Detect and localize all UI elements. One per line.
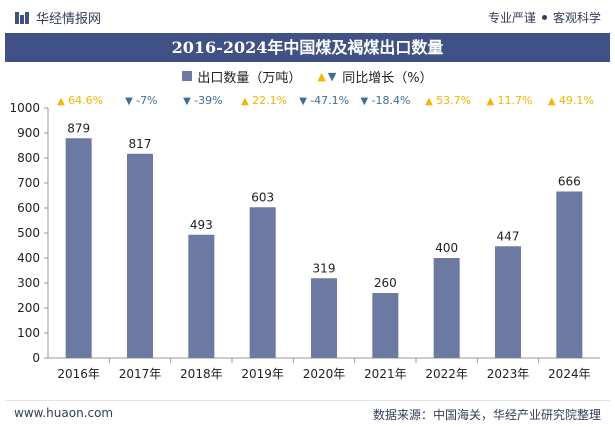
bar-1 <box>65 138 92 358</box>
bar-value-label: 260 <box>374 276 397 290</box>
legend-up-triangle-icon: ▲ <box>317 69 326 83</box>
y-tick-label: 300 <box>17 276 40 290</box>
top-bar: 华经情报网 专业严谨 客观科学 <box>0 0 615 33</box>
y-tick-label: 700 <box>17 176 40 190</box>
bar-value-label: 666 <box>558 175 581 189</box>
legend-item-export: 出口数量（万吨） <box>182 67 301 86</box>
legend-label-growth: 同比增长（%） <box>342 70 433 86</box>
growth-up-triangle-icon: ▲ <box>425 96 433 107</box>
bar-6 <box>372 293 399 358</box>
growth-down-triangle-icon: ▼ <box>125 96 133 107</box>
chart-title: 2016-2024年中国煤及褐煤出口数量 <box>171 38 444 57</box>
brand: 华经情报网 <box>14 8 101 27</box>
growth-label: -18.4% <box>372 94 411 107</box>
growth-down-triangle-icon: ▼ <box>299 96 307 107</box>
x-tick-label: 2022年 <box>425 367 468 381</box>
legend-item-growth: ▲ ▼ 同比增长（%） <box>317 67 432 86</box>
brand-name: 华经情报网 <box>36 12 102 27</box>
growth-label: -7% <box>136 94 157 107</box>
bar-3 <box>188 234 215 358</box>
growth-up-triangle-icon: ▲ <box>487 96 495 107</box>
y-tick-label: 1000 <box>9 101 40 115</box>
x-tick-label: 2019年 <box>241 367 284 381</box>
separator-dot-icon <box>541 15 547 20</box>
growth-label: 11.7% <box>498 94 533 107</box>
tagline: 专业严谨 客观科学 <box>488 9 601 26</box>
x-tick-label: 2016年 <box>57 367 100 381</box>
growth-label: 64.6% <box>68 94 103 107</box>
bar-5 <box>311 278 337 358</box>
growth-label: 22.1% <box>252 94 287 107</box>
growth-label: 53.7% <box>436 94 471 107</box>
y-tick-label: 0 <box>32 351 40 365</box>
growth-down-triangle-icon: ▼ <box>361 96 369 107</box>
bar-4 <box>249 207 276 358</box>
site-url: www.huaon.com <box>14 406 114 420</box>
bar-value-label: 603 <box>251 190 274 204</box>
growth-label: 49.1% <box>559 94 594 107</box>
x-tick-label: 2021年 <box>364 367 407 381</box>
tagline-left: 专业严谨 <box>487 11 536 25</box>
x-tick-label: 2017年 <box>119 367 162 381</box>
legend-down-triangle-icon: ▼ <box>327 69 337 83</box>
chart-legend: 出口数量（万吨） ▲ ▼ 同比增长（%） <box>0 66 615 86</box>
y-tick-label: 600 <box>17 201 40 215</box>
legend-bar-swatch-icon <box>182 71 193 81</box>
bar-8 <box>495 246 521 358</box>
y-tick-label: 400 <box>17 251 40 265</box>
footer: www.huaon.com 数据来源：中国海关，华经产业研究院整理 <box>0 400 615 427</box>
x-tick-label: 2024年 <box>548 367 591 381</box>
growth-up-triangle-icon: ▲ <box>57 96 65 107</box>
y-tick-label: 900 <box>17 126 40 140</box>
bar-2 <box>127 153 153 358</box>
legend-label-export: 出口数量（万吨） <box>197 70 302 86</box>
tagline-right: 客观科学 <box>552 11 601 25</box>
bar-value-label: 447 <box>497 229 520 243</box>
bar-value-label: 400 <box>435 241 458 255</box>
y-tick-label: 800 <box>17 151 40 165</box>
y-tick-label: 100 <box>17 326 40 340</box>
x-tick-label: 2018年 <box>180 367 223 381</box>
bar-9 <box>556 191 583 358</box>
growth-down-triangle-icon: ▼ <box>183 96 191 107</box>
x-tick-label: 2020年 <box>303 367 346 381</box>
growth-up-triangle-icon: ▲ <box>241 96 249 107</box>
bar-value-label: 319 <box>313 261 336 275</box>
brand-logo-icon <box>15 11 29 24</box>
footer-divider <box>5 400 610 401</box>
growth-label: -39% <box>194 94 222 107</box>
growth-up-triangle-icon: ▲ <box>548 96 556 107</box>
title-bar: 2016-2024年中国煤及褐煤出口数量 <box>5 33 610 62</box>
bar-value-label: 817 <box>129 137 152 151</box>
growth-label: -47.1% <box>310 94 349 107</box>
bar-value-label: 493 <box>190 218 213 232</box>
y-tick-label: 500 <box>17 226 40 240</box>
bar-7 <box>433 258 460 358</box>
x-tick-label: 2023年 <box>487 367 530 381</box>
data-source: 数据来源：中国海关，华经产业研究院整理 <box>372 408 601 422</box>
bar-value-label: 879 <box>67 121 90 135</box>
y-tick-label: 200 <box>17 301 40 315</box>
